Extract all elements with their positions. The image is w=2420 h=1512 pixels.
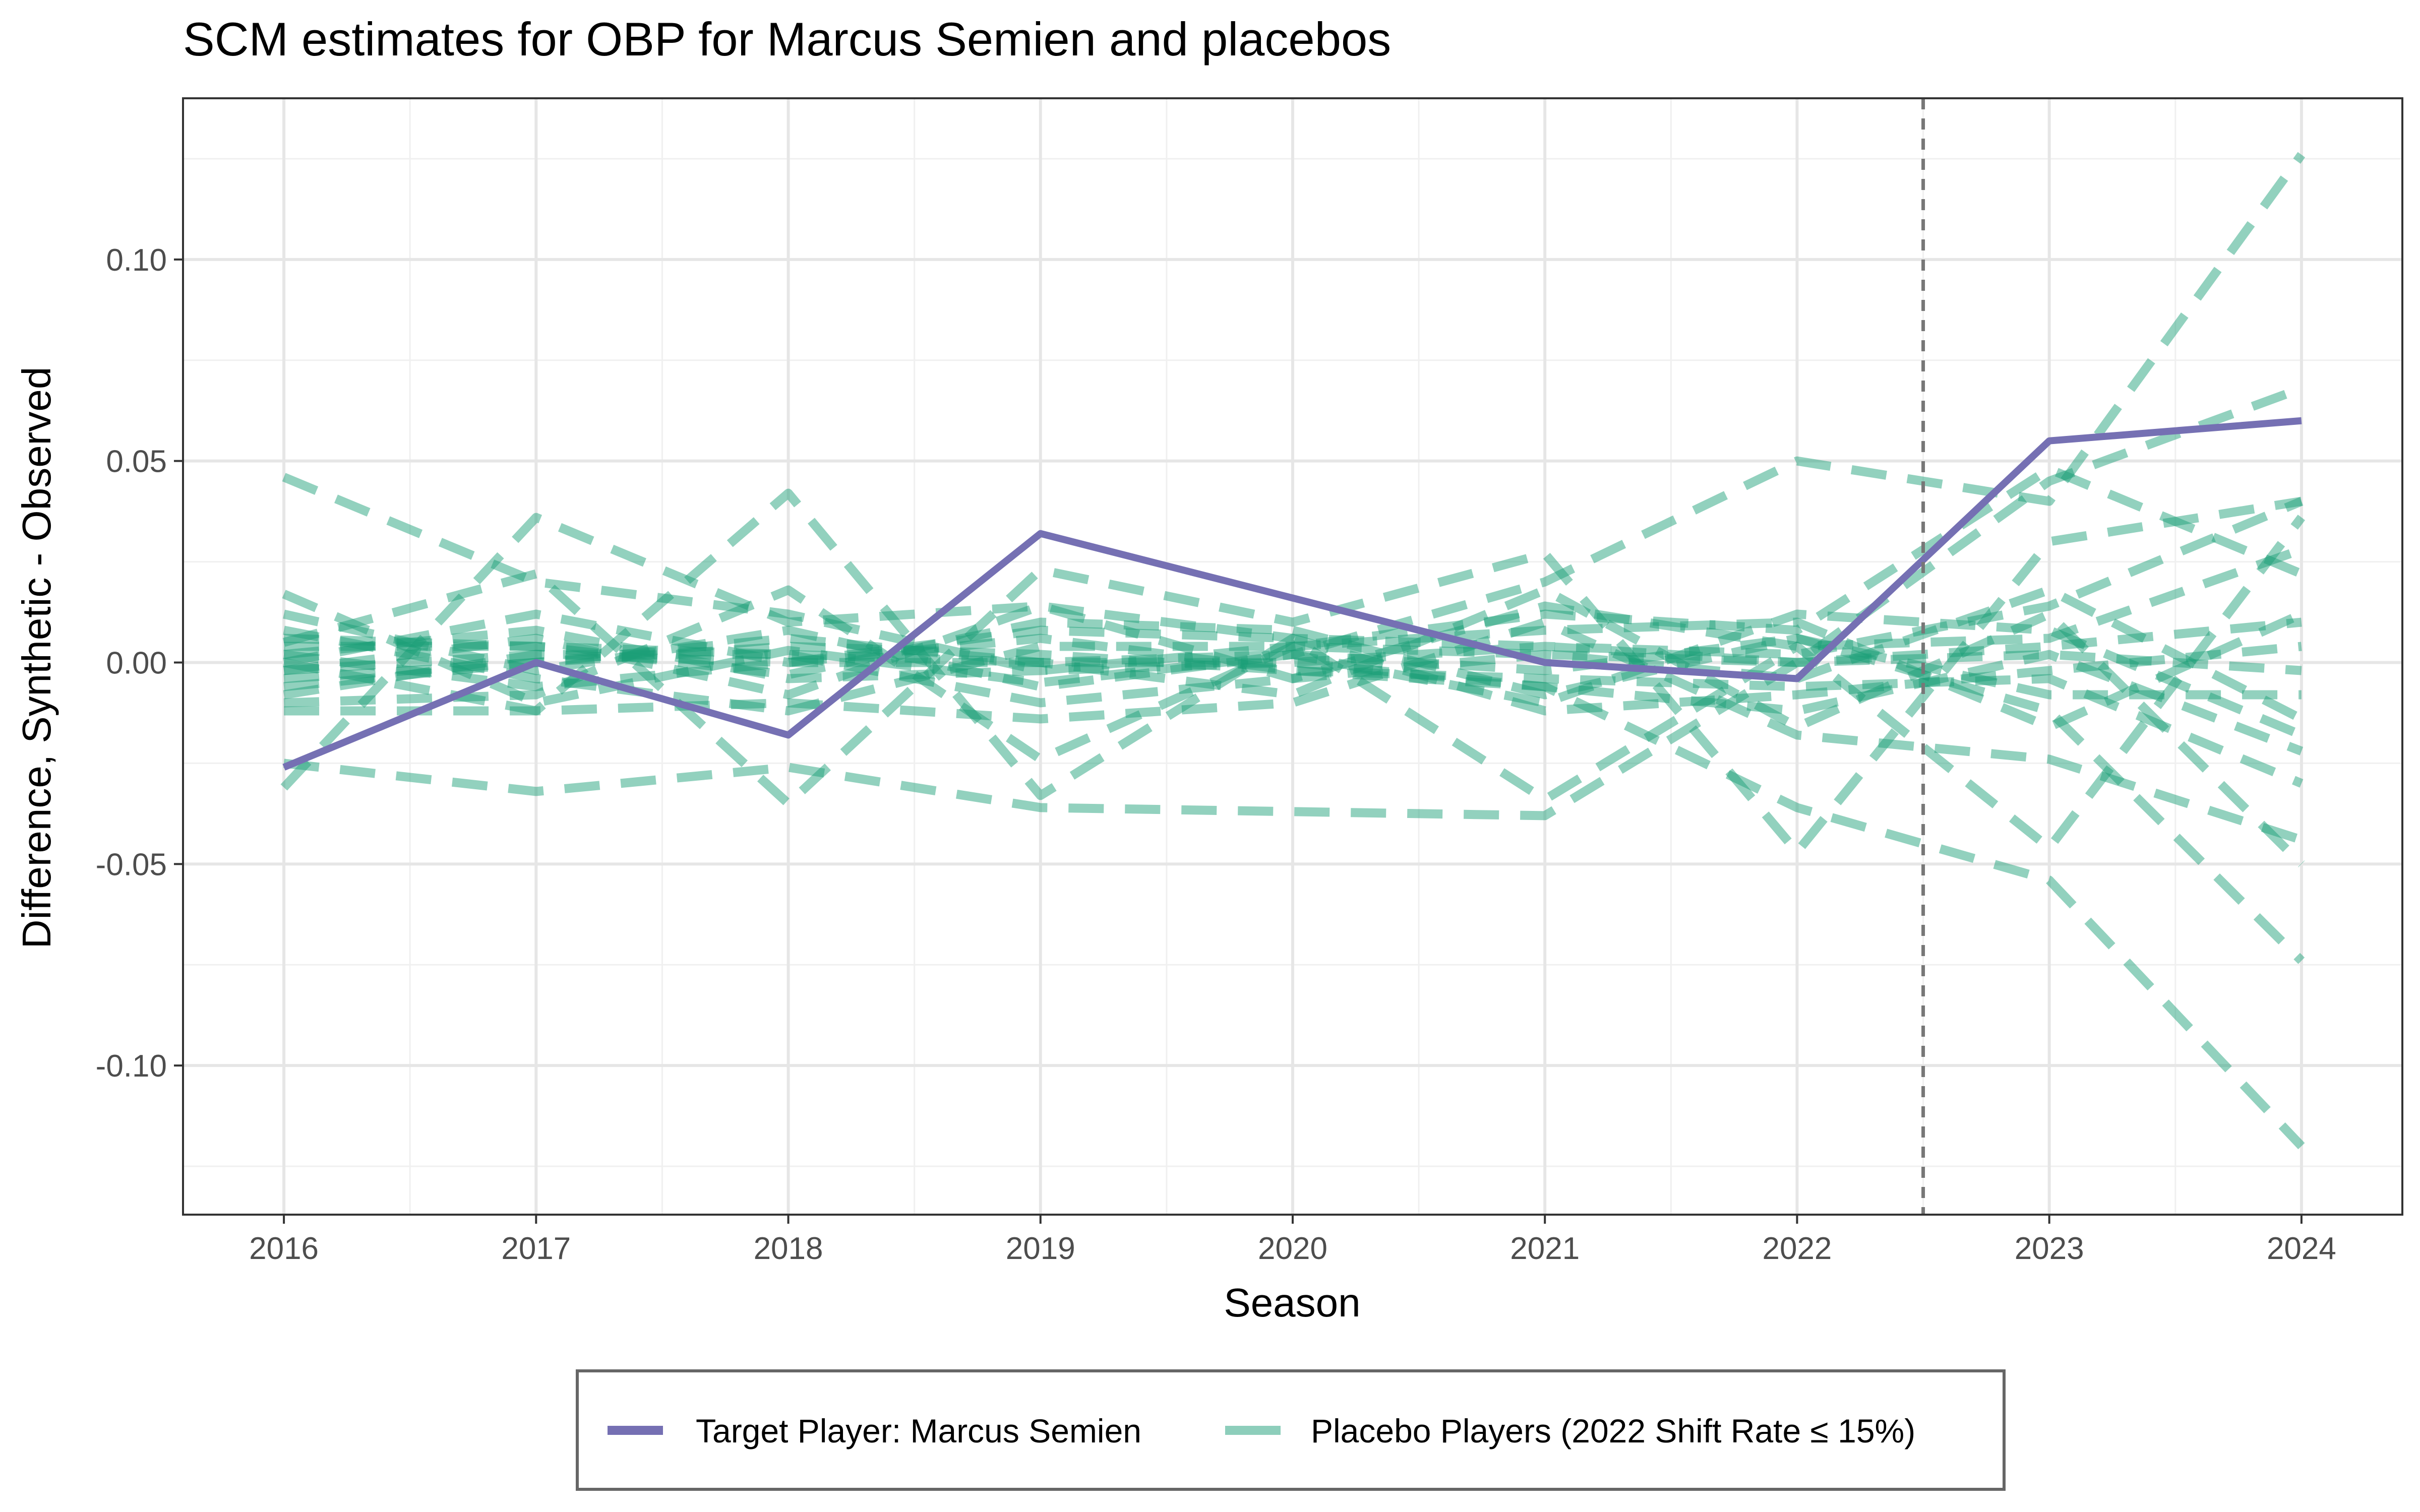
x-tick-label: 2017 (501, 1231, 571, 1266)
placebo-series-line (283, 585, 2304, 723)
legend: Target Player: Marcus Semien Placebo Pla… (576, 1369, 2006, 1491)
placebo-series-line (282, 496, 2303, 857)
x-tick-label: 2021 (1510, 1231, 1580, 1266)
placebo-series-line (283, 617, 2305, 964)
legend-label-target: Target Player: Marcus Semien (696, 1412, 1141, 1450)
chart-title: SCM estimates for OBP for Marcus Semien … (183, 13, 1391, 66)
placebo-series-line (283, 634, 2305, 1150)
x-tick-label: 2018 (754, 1231, 823, 1266)
x-tick-label: 2022 (1762, 1231, 1832, 1266)
placebo-series-line (284, 488, 2306, 853)
x-tick-label: 2016 (249, 1231, 319, 1266)
y-tick-label: 0.10 (106, 243, 167, 278)
plot-panel: 0.10 0.05 0.00 -0.05 -0.10 2016 2017 2018 2019 20… (96, 97, 2403, 1266)
placebo-series-line (283, 617, 2303, 844)
placebo-series-line (280, 513, 2302, 791)
y-axis-label: Difference, Synthetic - Observed (14, 367, 59, 949)
placebo-series-line (284, 585, 2305, 867)
placebo-series-line (283, 384, 2304, 821)
placebo-series-line (283, 609, 2304, 739)
x-axis-label: Season (1224, 1280, 1360, 1325)
placebo-series-line (283, 625, 2302, 716)
x-tick-label: 2024 (2267, 1231, 2336, 1266)
legend-label-placebo: Placebo Players (2022 Shift Rate ≤ 15%) (1311, 1412, 1915, 1450)
y-tick-label: -0.05 (96, 847, 167, 882)
y-tick-label: 0.00 (106, 646, 167, 680)
placebo-series-line (282, 473, 2302, 675)
x-tick-label: 2023 (2015, 1231, 2084, 1266)
x-tick-label: 2019 (1006, 1231, 1075, 1266)
placebo-series-line (283, 497, 2304, 683)
target-series-line (282, 417, 2302, 771)
x-tick-label: 2020 (1258, 1231, 1327, 1266)
legend-box (576, 1369, 2006, 1491)
placebo-series-line (283, 609, 2302, 700)
y-tick-label: -0.10 (96, 1049, 167, 1084)
y-tick-label: 0.05 (106, 445, 167, 479)
placebo-series-line (283, 545, 2303, 700)
